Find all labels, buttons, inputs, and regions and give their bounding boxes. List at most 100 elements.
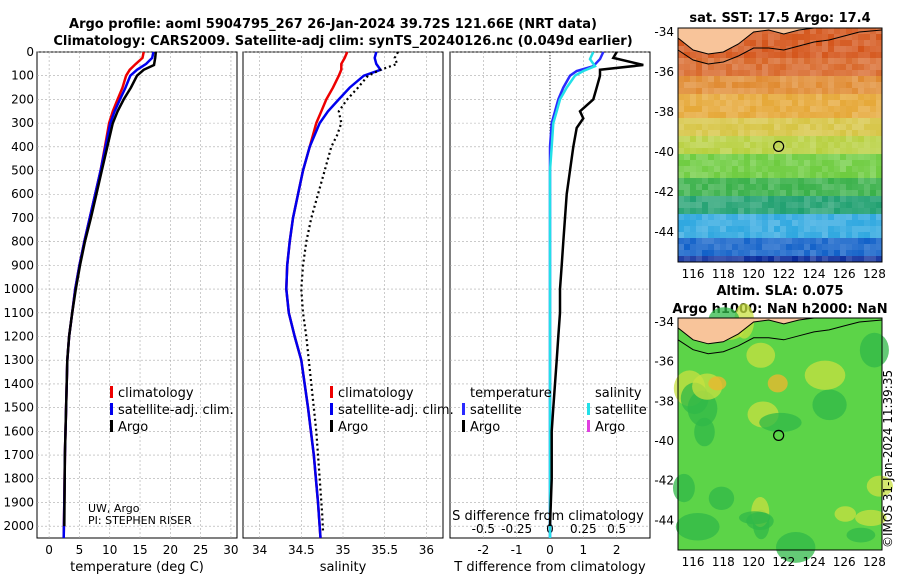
map-cell: [834, 76, 840, 82]
map-cell: [726, 226, 732, 232]
map-cell: [846, 76, 852, 82]
map-cell: [708, 196, 714, 202]
map-cell: [864, 88, 870, 94]
y-tick-label: 1500: [3, 401, 34, 415]
map-cell: [756, 70, 762, 76]
map-cell: [816, 100, 822, 106]
map-cell: [684, 82, 690, 88]
map-cell: [864, 154, 870, 160]
map-cell: [840, 70, 846, 76]
map-cell: [708, 130, 714, 136]
map-cell: [828, 226, 834, 232]
map-cell: [774, 166, 780, 172]
y-tick-label: 1100: [3, 306, 34, 320]
map-cell: [696, 58, 702, 64]
map-cell: [798, 142, 804, 148]
map-cell: [828, 250, 834, 256]
map-cell: [702, 244, 708, 250]
map-cell: [834, 238, 840, 244]
map-x-tick-label: 126: [833, 267, 856, 281]
map-cell: [762, 100, 768, 106]
map-cell: [828, 106, 834, 112]
map-cell: [690, 118, 696, 124]
map-cell: [792, 160, 798, 166]
map-cell: [858, 40, 864, 46]
map-cell: [804, 184, 810, 190]
map-cell: [780, 160, 786, 166]
map-cell: [714, 136, 720, 142]
map-cell: [756, 136, 762, 142]
map-cell: [744, 232, 750, 238]
map-cell: [690, 196, 696, 202]
x-tick-label: 30: [223, 543, 238, 557]
map-cell: [738, 142, 744, 148]
map-cell: [858, 154, 864, 160]
map-cell: [828, 202, 834, 208]
map-cell: [822, 52, 828, 58]
map-cell: [738, 100, 744, 106]
map-cell: [702, 232, 708, 238]
map-cell: [684, 232, 690, 238]
map-cell: [792, 208, 798, 214]
map-cell: [726, 106, 732, 112]
map-cell: [738, 214, 744, 220]
map-cell: [732, 52, 738, 58]
y-tick-label: 800: [11, 235, 34, 249]
map-cell: [768, 88, 774, 94]
map-cell: [690, 184, 696, 190]
map-cell: [738, 64, 744, 70]
map-cell: [774, 232, 780, 238]
map-cell: [810, 244, 816, 250]
map-cell: [702, 238, 708, 244]
map-cell: [768, 250, 774, 256]
map-cell: [798, 154, 804, 160]
map-cell: [804, 226, 810, 232]
map-cell: [822, 70, 828, 76]
map-cell: [726, 220, 732, 226]
map-cell: [732, 166, 738, 172]
map-cell: [732, 232, 738, 238]
legend-satellite-swatch: [110, 403, 113, 415]
map-cell: [678, 70, 684, 76]
map-cell: [870, 202, 876, 208]
map-cell: [684, 178, 690, 184]
map-cell: [852, 52, 858, 58]
map-cell: [870, 196, 876, 202]
y-tick-label: 1400: [3, 377, 34, 391]
map-cell: [768, 100, 774, 106]
map-cell: [858, 28, 864, 34]
map-cell: [708, 70, 714, 76]
map-cell: [738, 178, 744, 184]
map-cell: [798, 232, 804, 238]
map-cell: [870, 184, 876, 190]
map-cell: [714, 70, 720, 76]
map-cell: [876, 130, 882, 136]
map-cell: [798, 100, 804, 106]
map-cell: [870, 166, 876, 172]
map-cell: [810, 124, 816, 130]
map-cell: [834, 118, 840, 124]
map-cell: [804, 58, 810, 64]
map-cell: [822, 112, 828, 118]
map-cell: [714, 184, 720, 190]
map-cell: [780, 220, 786, 226]
legend-satellite-swatch: [330, 403, 333, 415]
map-cell: [816, 28, 822, 34]
map-cell: [798, 112, 804, 118]
map-cell: [690, 208, 696, 214]
map-cell: [840, 142, 846, 148]
map-cell: [708, 226, 714, 232]
map-cell: [678, 214, 684, 220]
map-cell: [738, 208, 744, 214]
map-cell: [786, 40, 792, 46]
map-cell: [690, 130, 696, 136]
map-cell: [858, 124, 864, 130]
map-cell: [684, 118, 690, 124]
map-cell: [786, 202, 792, 208]
map-cell: [756, 100, 762, 106]
map-cell: [858, 208, 864, 214]
map-cell: [804, 46, 810, 52]
map-cell: [726, 250, 732, 256]
map-cell: [852, 202, 858, 208]
map-cell: [828, 184, 834, 190]
